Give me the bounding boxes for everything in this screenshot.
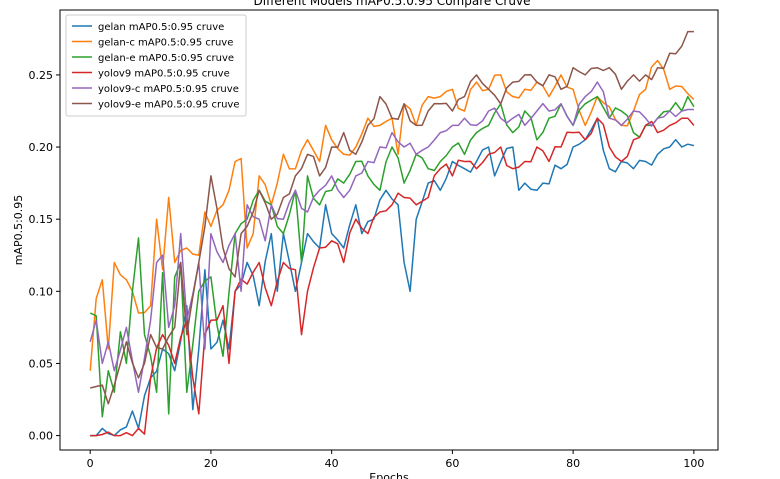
- series-line-6: [90, 30, 694, 405]
- legend-entry: gelan mAP0.5:0.95 cruve: [98, 22, 224, 33]
- y-tick-label: 0.20: [29, 141, 54, 154]
- series-line-5: [89, 81, 694, 394]
- plot-area: [89, 30, 695, 437]
- x-tick-label: 40: [325, 457, 339, 470]
- y-tick-label: 0.10: [29, 285, 54, 298]
- axis-ticks: 0 20 40 60 80 100 0.00 0.05 0.10 0.15 0.20 0.25: [29, 69, 705, 470]
- x-tick-label: 60: [445, 457, 459, 470]
- y-tick-label: 0.00: [29, 430, 54, 443]
- legend: gelan mAP0.5:0.95 cruve gelan-c mAP0.5:0.…: [65, 14, 247, 117]
- chart-title: Different Models mAP0.5:0.95 Compare Cru…: [254, 0, 531, 8]
- x-axis-label: Epochs: [369, 471, 409, 479]
- legend-entry: yolov9 mAP0.5:0.95 cruve: [98, 69, 230, 80]
- axes-frame: [59, 9, 719, 451]
- x-tick-label: 80: [566, 457, 580, 470]
- series-line-1: [90, 117, 695, 437]
- legend-entry: yolov9-e mAP0.5:0.95 cruve: [98, 100, 240, 111]
- x-tick-label: 100: [683, 457, 704, 470]
- legend-box: [65, 14, 247, 117]
- y-tick-label: 0.25: [29, 69, 54, 82]
- legend-entry: gelan-e mAP0.5:0.95 cruve: [98, 53, 234, 64]
- series-line-4: [90, 117, 695, 437]
- legend-entry: yolov9-c mAP0.5:0.95 cruve: [98, 84, 239, 95]
- x-tick-label: 20: [204, 457, 218, 470]
- y-tick-label: 0.15: [29, 213, 54, 226]
- x-tick-label: 0: [87, 457, 94, 470]
- y-axis-label: mAP0.5:0.95: [12, 195, 25, 266]
- legend-entry: gelan-c mAP0.5:0.95 cruve: [98, 38, 233, 49]
- y-tick-label: 0.05: [29, 357, 54, 370]
